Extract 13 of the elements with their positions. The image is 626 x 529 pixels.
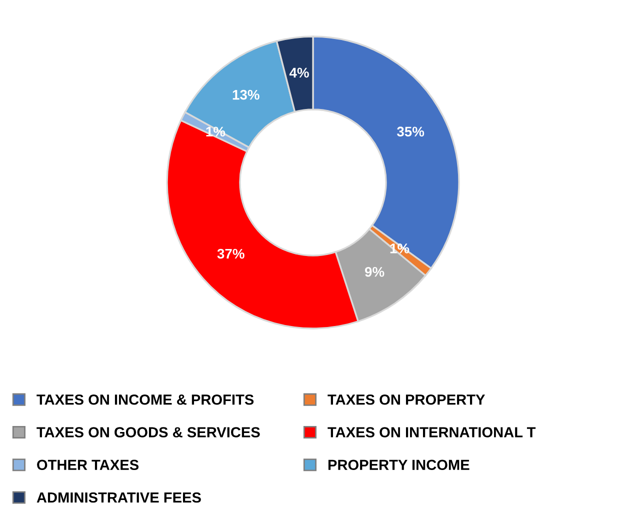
legend-label: TAXES ON INCOME & PROFITS <box>36 394 254 405</box>
legend-label: TAXES ON GOODS & SERVICES <box>36 427 260 438</box>
data-label: 1% <box>390 244 410 254</box>
legend-label: PROPERTY INCOME <box>328 460 470 470</box>
data-label: 35% <box>396 126 424 137</box>
data-label: 37% <box>217 248 244 259</box>
legend-label: TAXES ON INTERNATIONAL T <box>328 427 536 438</box>
legend-label: ADMINISTRATIVE FEES <box>36 492 201 503</box>
data-label: 4% <box>289 68 309 78</box>
data-label: 9% <box>364 266 384 277</box>
legend-label: TAXES ON PROPERTY <box>328 394 485 405</box>
data-label: 13% <box>232 90 260 100</box>
legend-label: OTHER TAXES <box>37 460 139 470</box>
